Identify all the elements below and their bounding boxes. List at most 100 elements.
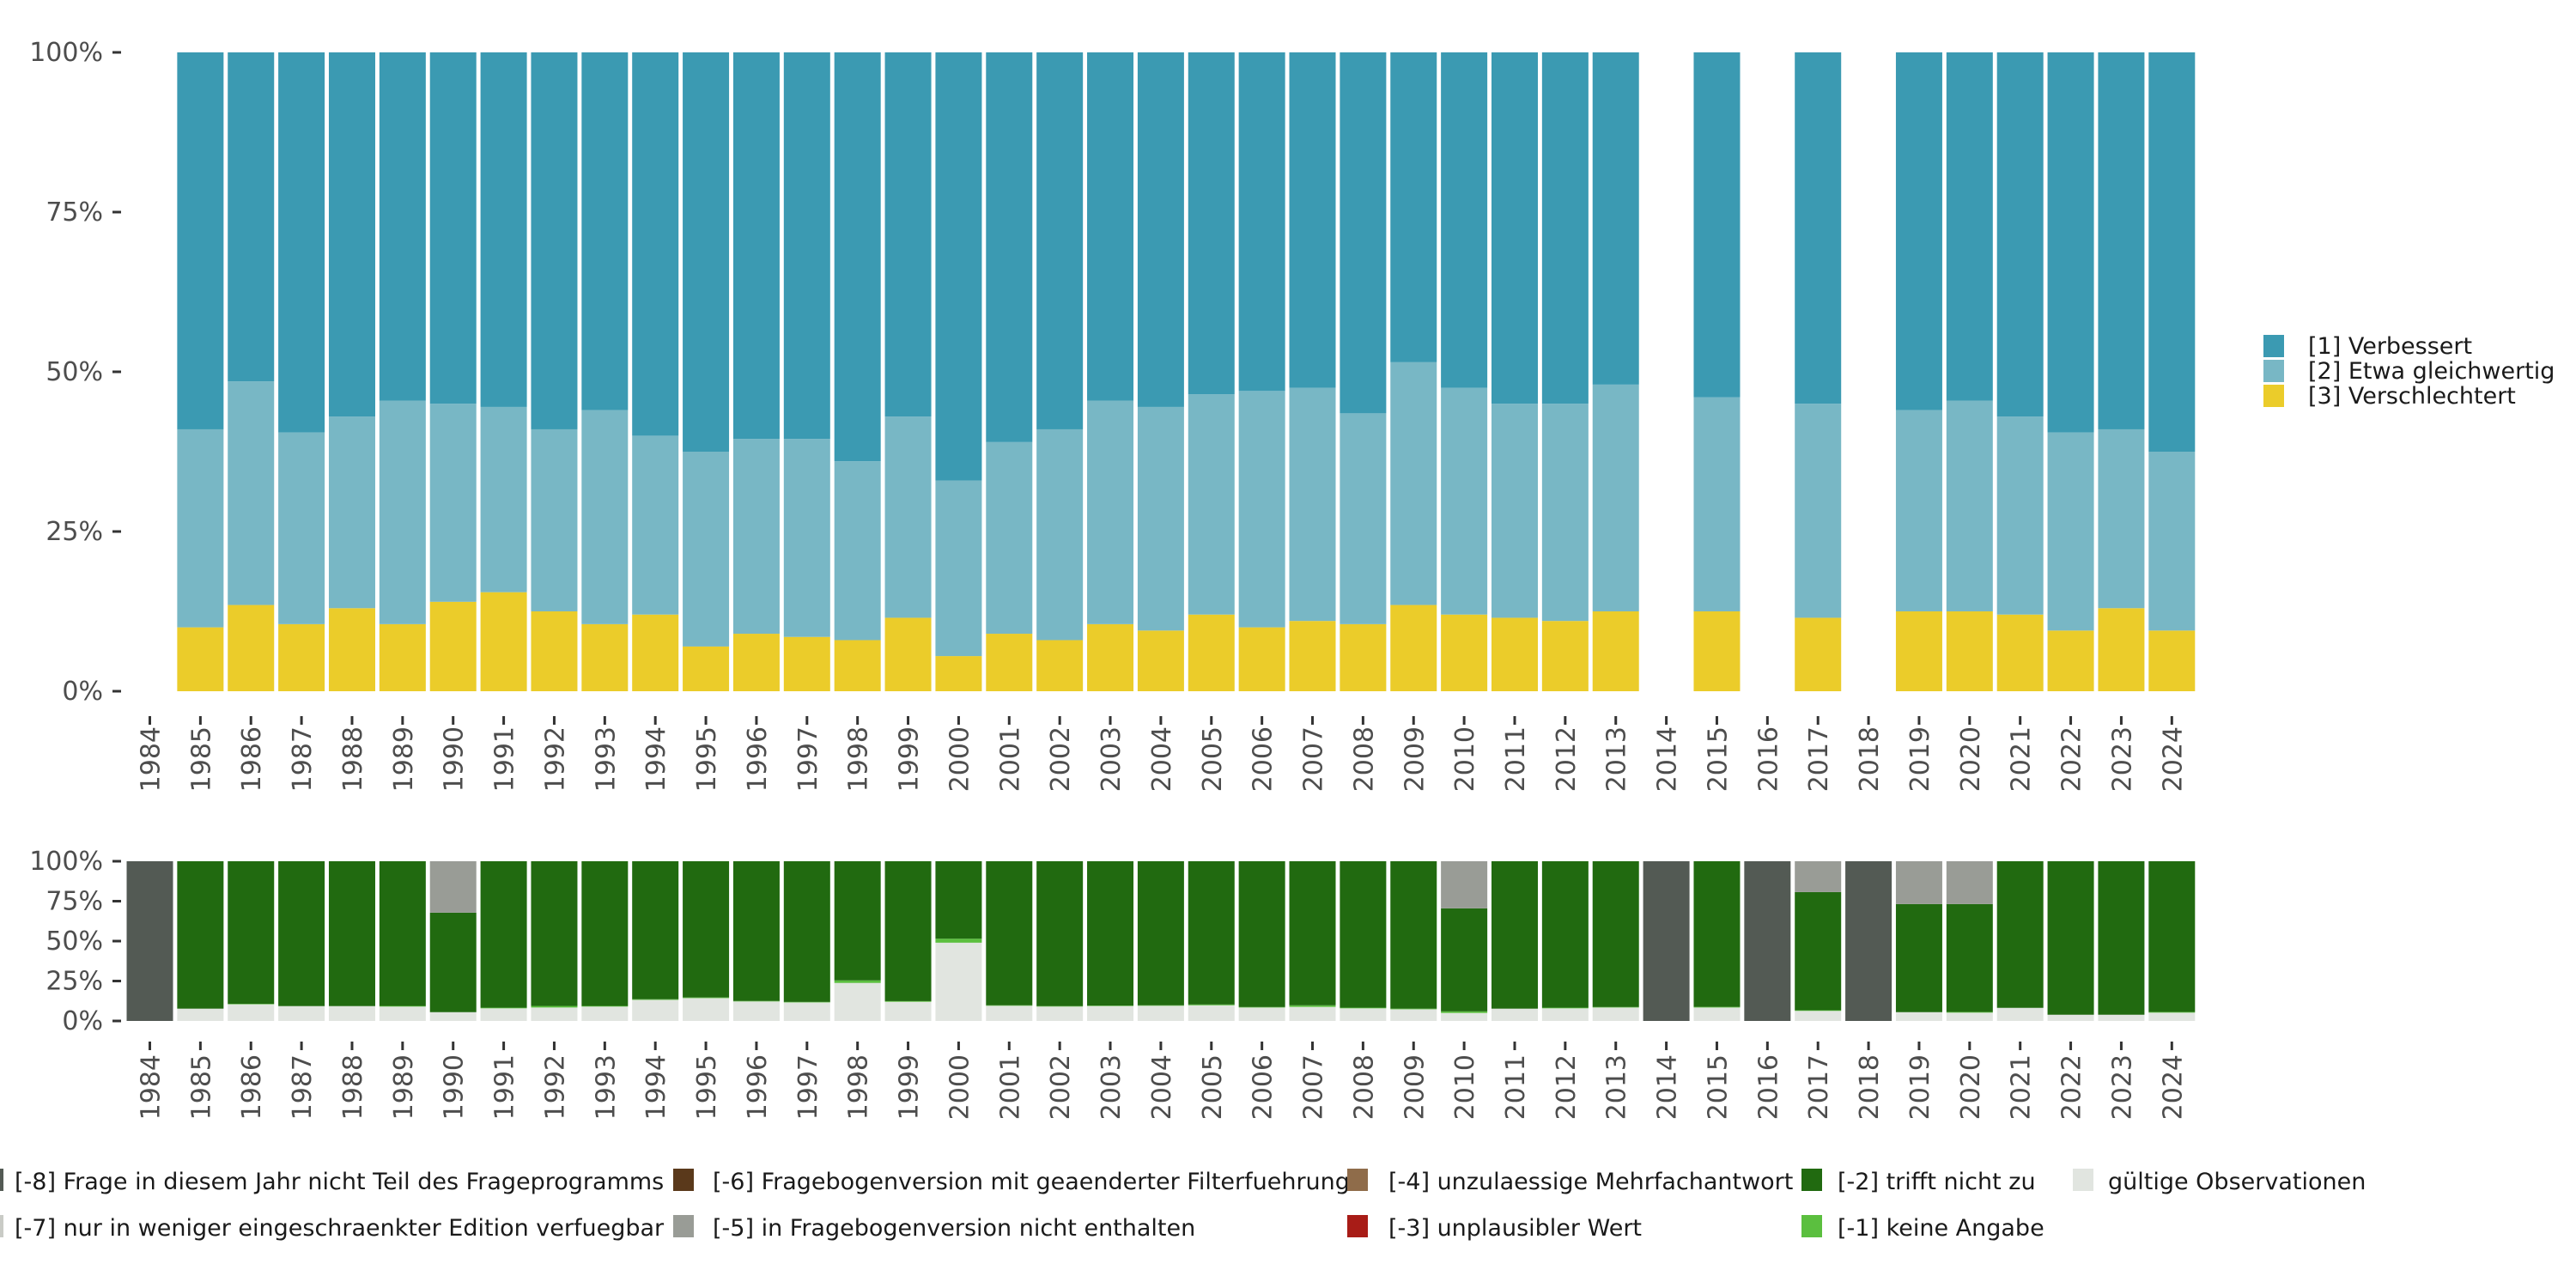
bar-segment	[1441, 908, 1488, 1012]
y-axis-tick-label: 50%	[46, 927, 103, 957]
bar-segment	[480, 406, 527, 592]
bar-segment	[531, 428, 578, 611]
x-axis-tick-label: 2021	[2007, 726, 2037, 792]
bar-segment	[732, 634, 780, 691]
x-axis-tick-label: 1988	[338, 726, 368, 792]
bar-segment	[531, 611, 578, 691]
bar-segment	[834, 461, 881, 641]
bar-segment	[1592, 611, 1639, 691]
bar-segment	[834, 861, 881, 981]
bar-segment	[1340, 1008, 1387, 1021]
x-axis-tick-label: 1992	[540, 726, 570, 792]
x-axis-tick-label: 2008	[1349, 726, 1379, 792]
x-axis-tick-label: 1999	[895, 1054, 925, 1120]
bar-segment	[177, 627, 224, 691]
bar-segment	[1289, 1006, 1336, 1021]
bar-segment	[884, 861, 932, 1001]
x-axis-tick-label: 1994	[641, 726, 671, 792]
bar-segment	[581, 1006, 629, 1021]
bar-segment	[783, 1002, 830, 1021]
bar-segment	[581, 861, 629, 1006]
x-axis-tick-label: 1986	[237, 726, 267, 792]
bar-segment	[2098, 608, 2145, 691]
bar-segment	[1895, 903, 1942, 1012]
bar-segment	[278, 623, 325, 691]
legend-swatch	[673, 1169, 694, 1191]
bar-segment	[1441, 1011, 1488, 1013]
legend-swatch	[2263, 385, 2284, 407]
bar-segment	[884, 1001, 932, 1021]
bar-segment	[1137, 52, 1184, 407]
bar-segment	[1390, 1009, 1437, 1021]
bar-segment	[2148, 861, 2196, 1012]
bar-segment	[1996, 614, 2044, 691]
bar-segment	[1289, 52, 1336, 388]
bar-segment	[1340, 1007, 1387, 1009]
x-axis-tick-label: 2020	[1956, 726, 1986, 792]
bar-segment	[480, 592, 527, 691]
x-axis-tick-label: 2013	[1602, 726, 1632, 792]
x-axis-tick-label: 2024	[2158, 1054, 2188, 1120]
bar-segment	[1188, 52, 1235, 395]
bar-segment	[328, 52, 375, 417]
bar-segment	[683, 452, 730, 647]
bar-segment	[1036, 861, 1084, 1006]
bar-segment	[2098, 52, 2145, 429]
x-axis-tick-label: 2005	[1198, 1054, 1228, 1120]
bar-segment	[632, 435, 679, 615]
top-chart-legend: [1] Verbessert[2] Etwa gleichwertig[3] V…	[2263, 333, 2555, 410]
x-axis-tick-label: 1987	[288, 726, 318, 792]
x-axis-tick-label: 1998	[844, 726, 874, 792]
bar-segment	[1895, 1012, 1942, 1021]
bar-segment	[429, 52, 477, 404]
legend-label: [-8] Frage in diesem Jahr nicht Teil des…	[15, 1169, 664, 1195]
x-axis-tick-label: 1984	[137, 1054, 167, 1120]
bar-segment	[1592, 384, 1639, 611]
bar-segment	[2047, 861, 2094, 1015]
bar-segment	[1491, 861, 1538, 1009]
x-axis-tick-label: 2015	[1703, 1054, 1733, 1120]
bar-segment	[278, 1005, 325, 1021]
x-axis-tick-label: 2003	[1097, 1054, 1127, 1120]
bar-segment	[1491, 52, 1538, 404]
x-axis-tick-label: 2024	[2158, 726, 2188, 792]
bar-segment	[1390, 1008, 1437, 1010]
bar-segment	[177, 428, 224, 628]
bar-segment	[1491, 617, 1538, 691]
x-axis-tick-label: 1985	[186, 1054, 216, 1120]
bar-segment	[986, 52, 1033, 442]
bar-segment	[1795, 1010, 1842, 1012]
bar-segment	[1795, 404, 1842, 618]
bar-segment	[986, 861, 1033, 1005]
bar-segment	[2047, 630, 2094, 691]
bar-segment	[1895, 410, 1942, 611]
bar-segment	[1795, 891, 1842, 1011]
bar-segment	[1238, 861, 1285, 1007]
x-axis-tick-label: 2000	[945, 726, 975, 792]
x-axis-tick-label: 2012	[1552, 726, 1582, 792]
x-axis-tick-label: 2017	[1804, 1054, 1834, 1120]
y-axis-tick-label: 25%	[46, 517, 103, 547]
bar-segment	[1087, 400, 1134, 624]
x-axis-tick-label: 2018	[1855, 1054, 1885, 1120]
x-axis-tick-label: 1984	[137, 726, 167, 792]
bar-segment	[732, 861, 780, 1001]
bar-segment	[783, 439, 830, 637]
bar-segment	[1795, 1011, 1842, 1021]
bar-segment	[1441, 1012, 1488, 1021]
bar-segment	[429, 912, 477, 1012]
bar-segment	[379, 861, 426, 1006]
bar-segment	[732, 1001, 780, 1021]
bar-segment	[177, 52, 224, 429]
y-axis-tick-label: 75%	[46, 197, 103, 228]
bar-segment	[1188, 394, 1235, 615]
legend-label: [-4] unzulaessige Mehrfachantwort	[1388, 1169, 1793, 1195]
x-axis-tick-label: 2023	[2107, 726, 2137, 792]
bar-segment	[683, 646, 730, 691]
x-axis-tick-label: 2010	[1450, 726, 1480, 792]
bar-segment	[1541, 861, 1589, 1008]
bar-segment	[935, 939, 982, 943]
bar-segment	[1036, 1005, 1084, 1007]
bar-segment	[2098, 428, 2145, 609]
bar-segment	[884, 52, 932, 417]
